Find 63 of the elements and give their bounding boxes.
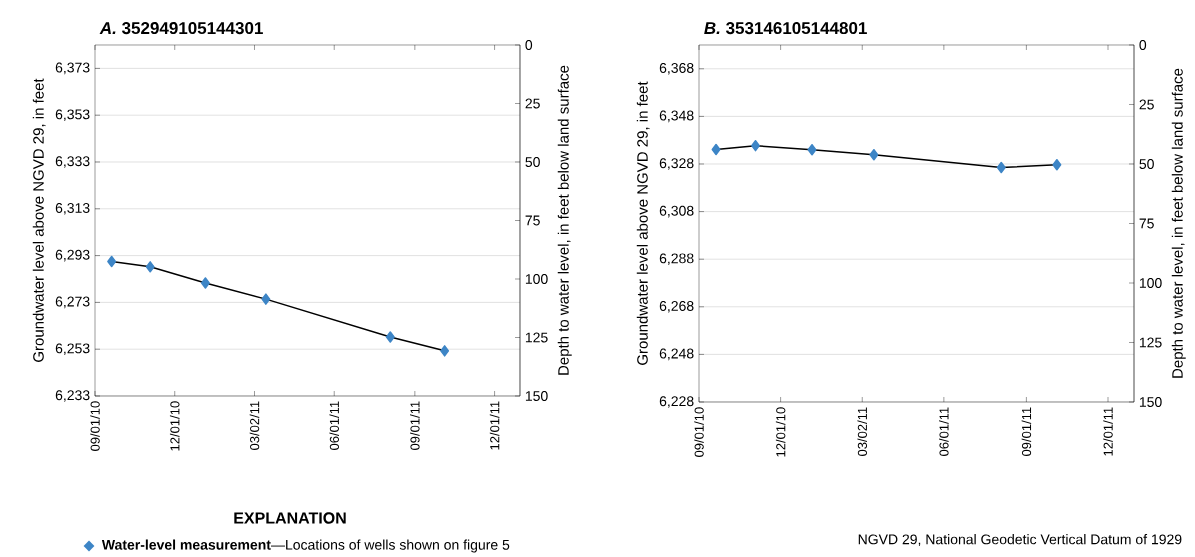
y-tick-label: 6,293 <box>55 249 90 262</box>
y-tick-label: 6,248 <box>659 348 694 361</box>
y2-tick-label: 150 <box>525 390 548 401</box>
y-tick-label: 6,348 <box>659 110 694 123</box>
x-tick-label: 03/02/11 <box>249 401 260 450</box>
x-tick-label: 03/02/11 <box>857 407 868 456</box>
x-tick-label: 12/01/10 <box>169 401 180 451</box>
x-tick-label: 09/01/10 <box>90 401 100 451</box>
y2-tick-label: 50 <box>525 156 540 167</box>
y-axis-title: Groundwater level above NGVD 29, in feet <box>32 78 46 362</box>
point <box>107 255 117 268</box>
y2-tick-label: 25 <box>525 98 540 109</box>
point <box>145 260 155 273</box>
y2-tick-label: 75 <box>525 215 540 226</box>
point <box>261 293 271 305</box>
y-tick-label: 6,368 <box>659 62 694 75</box>
y2-axis-title: Depth to water level, in feet below land surface <box>557 65 572 375</box>
point <box>996 161 1006 174</box>
y2-axis-title: Depth to water level, in feet below land surface <box>1171 68 1186 378</box>
y-tick-label: 6,253 <box>55 343 90 355</box>
y2-tick-label: 25 <box>1139 99 1154 110</box>
point <box>440 344 450 357</box>
x-tick-label: 12/01/11 <box>489 401 500 450</box>
y-axis-title: Groundwater level above NGVD 29, in feet <box>636 81 650 365</box>
x-tick-label: 09/01/11 <box>1021 407 1032 456</box>
y2-tick-label: 0 <box>525 39 533 50</box>
y2-tick-label: 0 <box>1139 39 1147 50</box>
y2-tick-label: 50 <box>1139 158 1154 169</box>
point <box>200 277 210 289</box>
y2-tick-label: 100 <box>1139 277 1162 288</box>
legend-label: Water-level measurement—Locations of wells shown on figure 5 <box>101 539 510 553</box>
y2-tick-label: 75 <box>1139 218 1154 229</box>
y-tick-label: 6,333 <box>55 156 90 168</box>
y-tick-label: 6,373 <box>55 62 90 75</box>
chart-title: B. 353146105144801 <box>704 21 867 35</box>
y-tick-label: 6,288 <box>659 253 694 265</box>
x-tick-label: 12/01/11 <box>1103 407 1113 456</box>
x-tick-label: 09/01/10 <box>694 407 704 457</box>
point <box>751 139 761 152</box>
text: NGVD 29, National Geodetic Vertical Datum of 1929 <box>858 533 1182 546</box>
y2-tick-label: 125 <box>525 332 548 343</box>
x-tick-label: 06/01/11 <box>939 407 949 456</box>
y-tick-label: 6,273 <box>55 296 90 309</box>
y2-tick-label: 100 <box>525 273 548 284</box>
legend-title: EXPLANATION <box>234 512 346 524</box>
y-tick-label: 6,268 <box>659 300 694 313</box>
y-tick-label: 6,233 <box>55 390 90 402</box>
y2-tick-label: 125 <box>1139 337 1162 348</box>
point <box>385 331 395 343</box>
x-tick-label: 09/01/11 <box>410 401 420 450</box>
y-tick-label: 6,328 <box>659 158 694 170</box>
point <box>807 143 817 156</box>
y-tick-label: 6,313 <box>55 202 90 215</box>
y-tick-label: 6,353 <box>55 109 90 121</box>
point <box>869 148 879 161</box>
point <box>1052 158 1062 171</box>
point <box>711 143 721 156</box>
y-tick-label: 6,308 <box>659 205 694 218</box>
x-tick-label: 06/01/11 <box>329 401 339 450</box>
x-tick-label: 12/01/10 <box>775 407 786 457</box>
y2-tick-label: 150 <box>1139 396 1162 407</box>
y-tick-label: 6,228 <box>659 396 694 408</box>
chart-title: A. 352949105144301 <box>99 21 263 35</box>
